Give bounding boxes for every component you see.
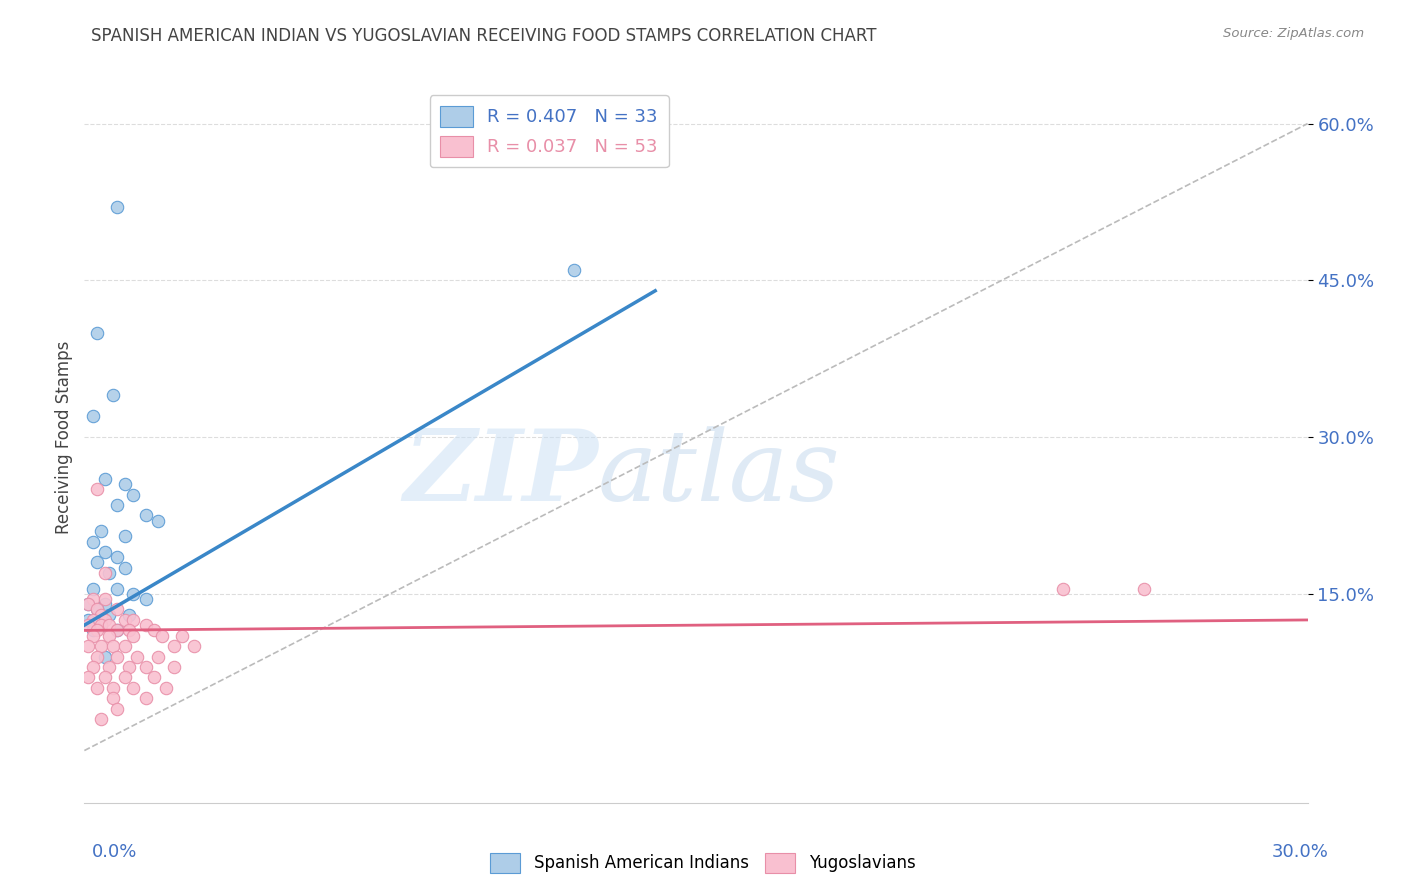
Point — [93, 566, 115, 580]
Point — [146, 649, 169, 664]
Point — [105, 602, 128, 616]
Point — [118, 660, 141, 674]
Point — [1133, 582, 1156, 596]
Point — [82, 629, 104, 643]
Point — [118, 607, 141, 622]
Point — [86, 624, 108, 638]
Point — [127, 649, 149, 664]
Point — [90, 524, 112, 538]
Point — [146, 514, 169, 528]
Point — [93, 649, 115, 664]
Point — [114, 670, 136, 684]
Point — [86, 326, 108, 340]
Point — [135, 592, 157, 607]
Point — [172, 629, 194, 643]
Legend: R = 0.407   N = 33, R = 0.037   N = 53: R = 0.407 N = 33, R = 0.037 N = 53 — [430, 95, 669, 168]
Point — [82, 613, 104, 627]
Point — [90, 607, 112, 622]
Point — [114, 613, 136, 627]
Point — [183, 639, 205, 653]
Point — [122, 613, 145, 627]
Point — [97, 629, 120, 643]
Point — [86, 602, 108, 616]
Y-axis label: Receiving Food Stamps: Receiving Food Stamps — [55, 341, 73, 533]
Point — [82, 660, 104, 674]
Point — [122, 587, 145, 601]
Point — [77, 618, 100, 632]
Point — [142, 670, 165, 684]
Point — [97, 618, 120, 632]
Point — [86, 483, 108, 497]
Point — [114, 560, 136, 574]
Text: ZIP: ZIP — [404, 425, 598, 522]
Point — [77, 670, 100, 684]
Point — [562, 263, 585, 277]
Point — [82, 534, 104, 549]
Point — [86, 556, 108, 570]
Point — [90, 618, 112, 632]
Point — [105, 649, 128, 664]
Point — [101, 639, 124, 653]
Point — [82, 409, 104, 424]
Point — [90, 712, 112, 726]
Point — [105, 200, 128, 214]
Point — [105, 702, 128, 716]
Point — [135, 508, 157, 523]
Point — [101, 681, 124, 695]
Point — [86, 602, 108, 616]
Point — [82, 624, 104, 638]
Point — [93, 597, 115, 611]
Point — [97, 607, 120, 622]
Text: atlas: atlas — [598, 426, 841, 521]
Point — [77, 639, 100, 653]
Text: Source: ZipAtlas.com: Source: ZipAtlas.com — [1223, 27, 1364, 40]
Point — [114, 477, 136, 491]
Point — [93, 592, 115, 607]
Point — [93, 545, 115, 559]
Text: SPANISH AMERICAN INDIAN VS YUGOSLAVIAN RECEIVING FOOD STAMPS CORRELATION CHART: SPANISH AMERICAN INDIAN VS YUGOSLAVIAN R… — [91, 27, 877, 45]
Point — [93, 472, 115, 486]
Point — [82, 582, 104, 596]
Point — [105, 498, 128, 512]
Point — [77, 597, 100, 611]
Point — [90, 639, 112, 653]
Point — [122, 681, 145, 695]
Point — [101, 388, 124, 402]
Point — [93, 613, 115, 627]
Point — [135, 660, 157, 674]
Point — [86, 649, 108, 664]
Point — [101, 691, 124, 706]
Text: 0.0%: 0.0% — [91, 843, 136, 861]
Point — [97, 566, 120, 580]
Point — [105, 582, 128, 596]
Point — [163, 639, 186, 653]
Point — [105, 624, 128, 638]
Point — [135, 618, 157, 632]
Point — [142, 624, 165, 638]
Point — [150, 629, 173, 643]
Point — [122, 487, 145, 501]
Point — [93, 670, 115, 684]
Point — [90, 618, 112, 632]
Legend: Spanish American Indians, Yugoslavians: Spanish American Indians, Yugoslavians — [484, 847, 922, 880]
Point — [105, 624, 128, 638]
Point — [118, 624, 141, 638]
Point — [122, 629, 145, 643]
Point — [97, 660, 120, 674]
Point — [114, 529, 136, 543]
Point — [155, 681, 177, 695]
Point — [105, 550, 128, 565]
Point — [163, 660, 186, 674]
Point — [82, 592, 104, 607]
Point — [86, 681, 108, 695]
Point — [1052, 582, 1074, 596]
Point — [77, 613, 100, 627]
Point — [77, 597, 100, 611]
Text: 30.0%: 30.0% — [1272, 843, 1329, 861]
Point — [114, 639, 136, 653]
Point — [135, 691, 157, 706]
